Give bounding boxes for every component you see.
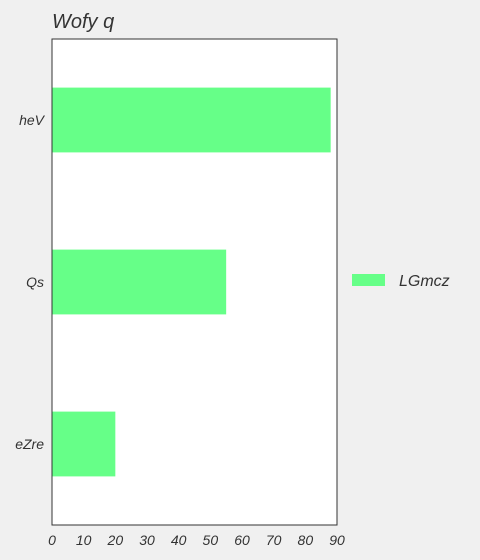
x-tick-label: 30: [139, 532, 155, 548]
y-axis-ticks: heV Qs eZre: [15, 112, 45, 452]
legend-label-lgmcz: LGmcz: [399, 273, 450, 290]
x-tick-label: 20: [107, 532, 124, 548]
legend: LGmcz: [352, 273, 450, 290]
legend-swatch: [352, 274, 385, 286]
x-axis-ticks: 0 10 20 30 40 50 60 70 80 90: [48, 532, 345, 548]
x-tick-label: 70: [266, 532, 282, 548]
x-tick-label: 90: [329, 532, 345, 548]
x-tick-label: 80: [298, 532, 314, 548]
bar-qs: [52, 249, 227, 315]
bar-ezre: [52, 411, 116, 477]
bars-layer: [52, 87, 331, 477]
y-tick-label: eZre: [15, 436, 44, 452]
chart-title: Wofy q: [52, 11, 114, 33]
plot-frame: [51, 38, 338, 526]
x-tick-label: 0: [48, 532, 56, 548]
bar-hev: [52, 87, 331, 153]
x-tick-label: 50: [203, 532, 219, 548]
x-tick-label: 40: [171, 532, 187, 548]
x-tick-label: 10: [76, 532, 92, 548]
x-tick-label: 60: [234, 532, 250, 548]
y-tick-label: Qs: [26, 274, 44, 290]
y-tick-label: heV: [19, 112, 46, 128]
